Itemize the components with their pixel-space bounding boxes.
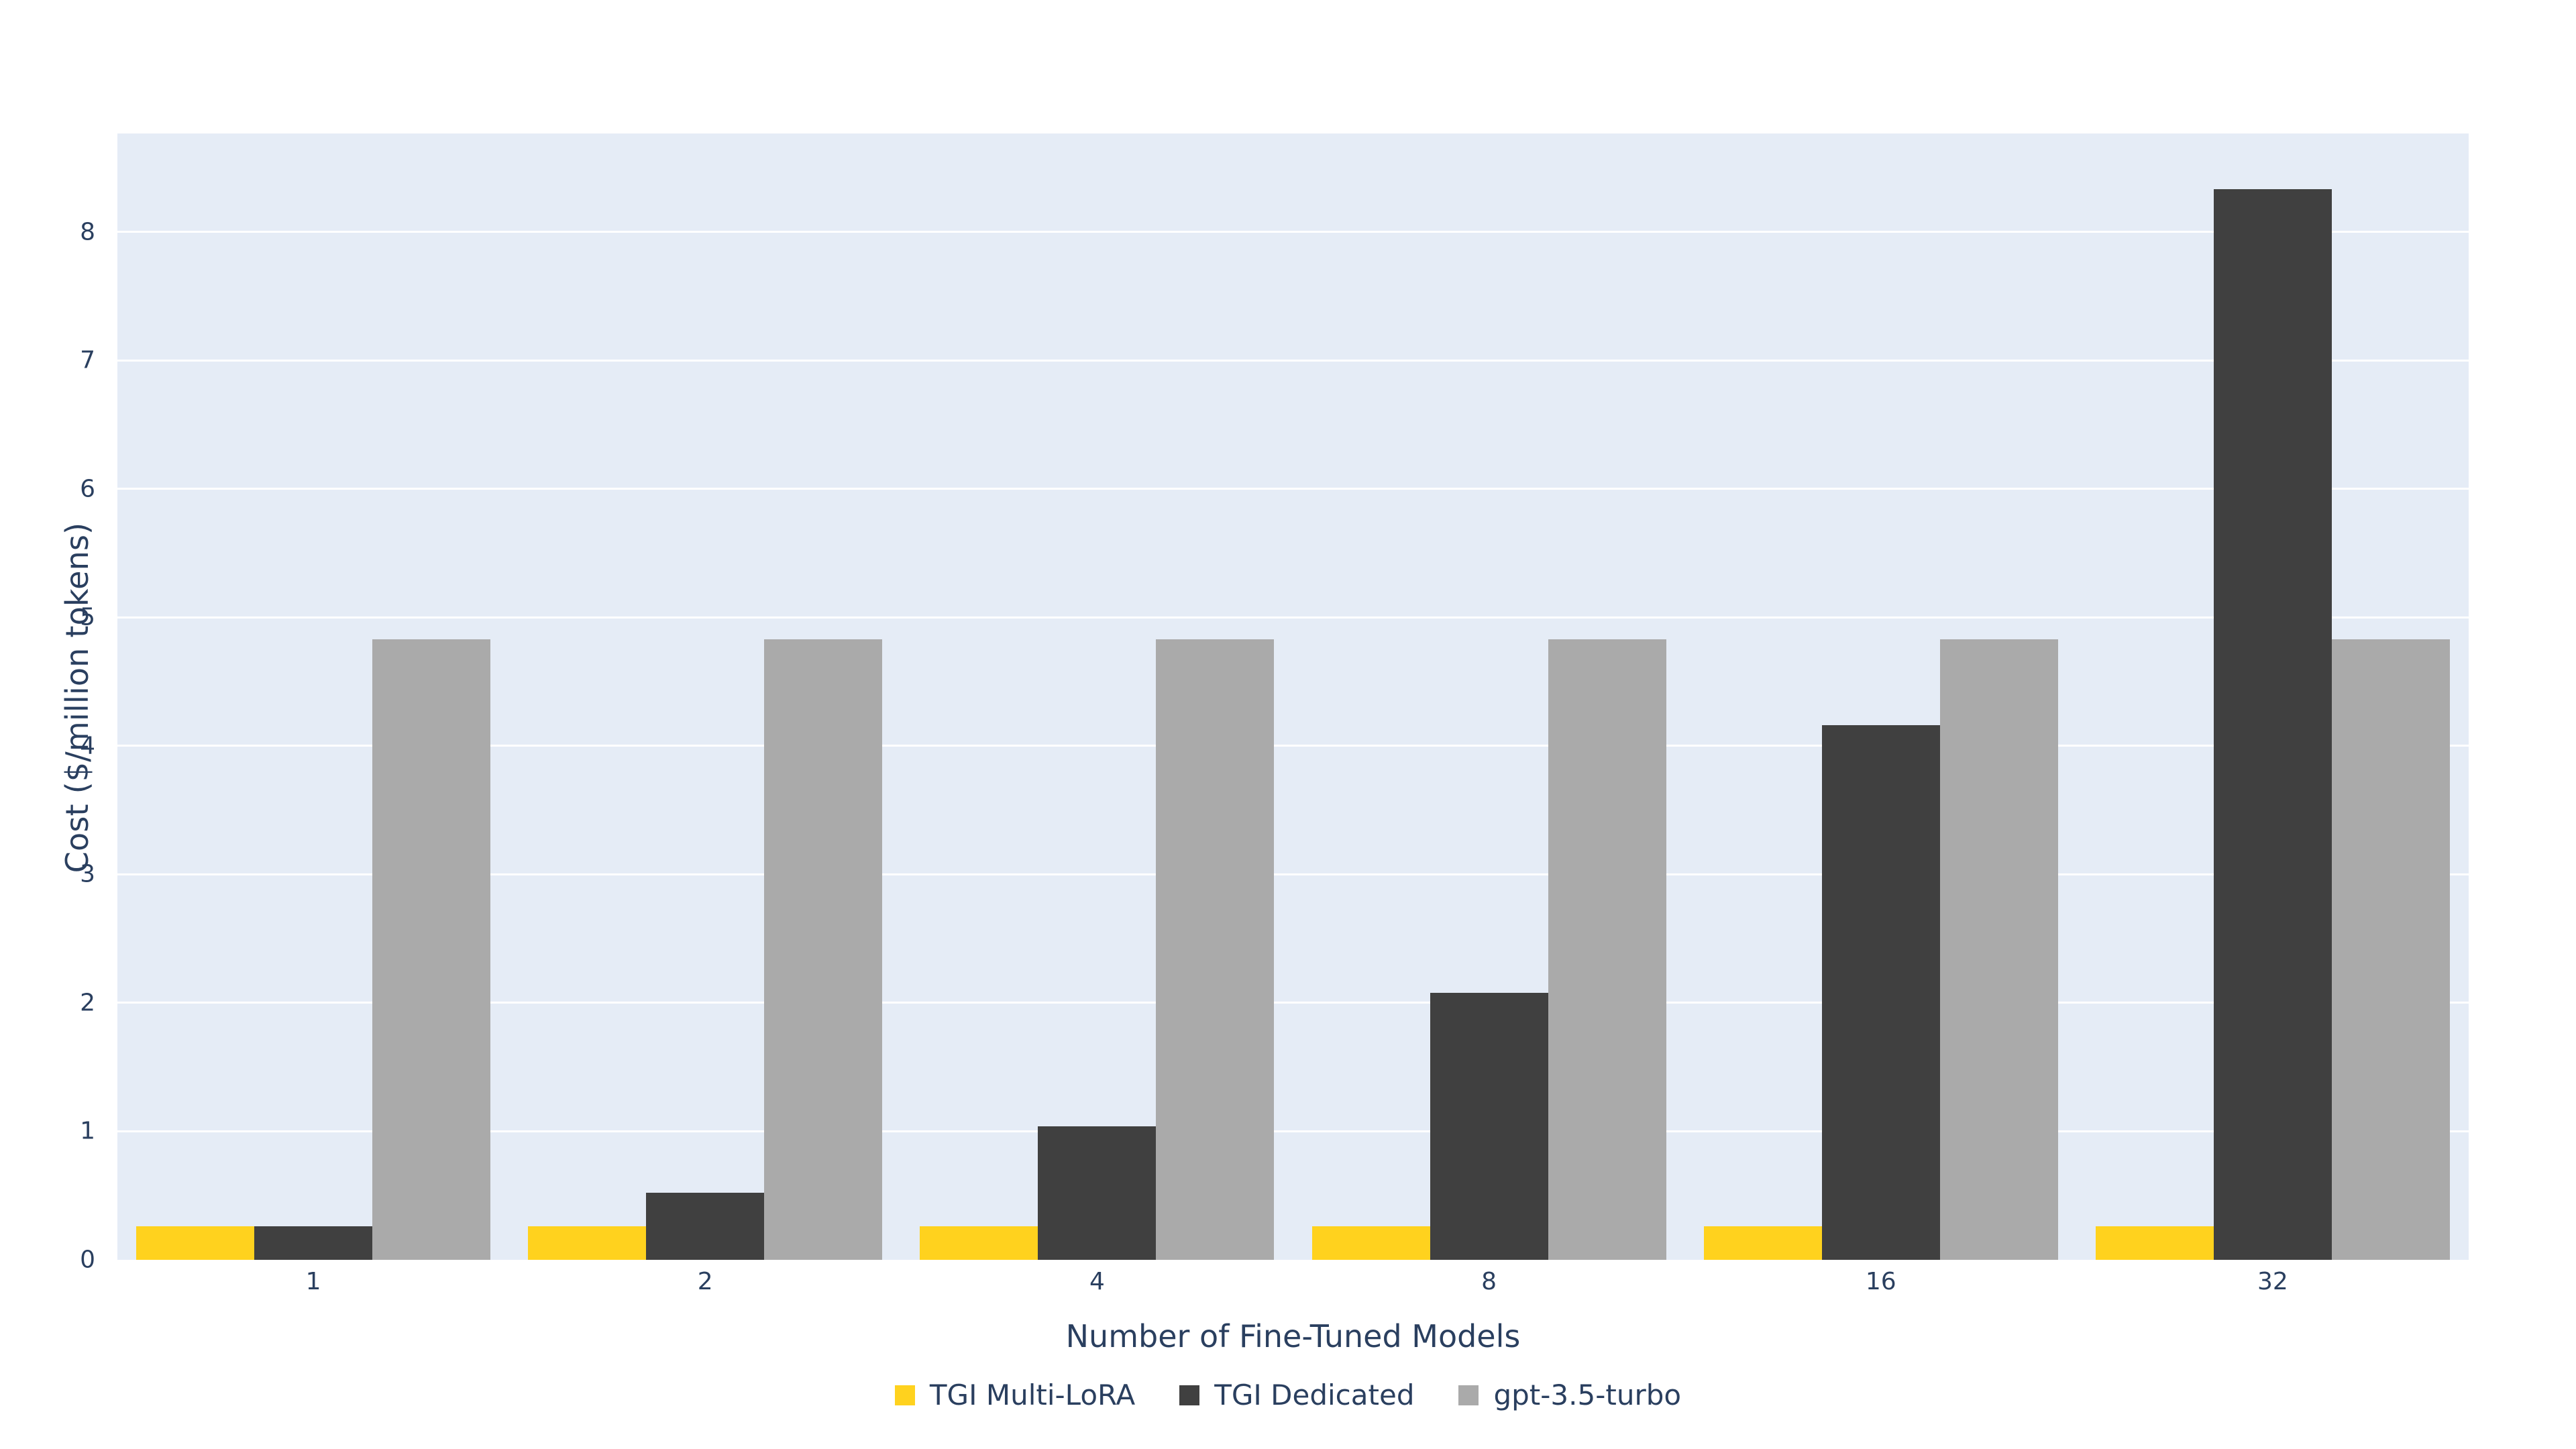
y-tick-label: 5 (80, 603, 95, 631)
x-tick-label: 1 (305, 1268, 321, 1295)
bar-group (117, 133, 509, 1260)
gridline (117, 488, 2469, 490)
legend-item[interactable]: TGI Dedicated (1179, 1379, 1414, 1411)
bar[interactable] (646, 1193, 765, 1260)
gridline (117, 745, 2469, 747)
bar[interactable] (2095, 1226, 2214, 1260)
y-tick-label: 0 (80, 1246, 95, 1274)
x-tick-label: 16 (1865, 1268, 1896, 1295)
bar[interactable] (136, 1226, 255, 1260)
gridline (117, 873, 2469, 875)
y-tick-label: 2 (80, 989, 95, 1017)
bar[interactable] (1430, 992, 1548, 1260)
y-tick-label: 7 (80, 346, 95, 374)
plot-area (117, 133, 2469, 1260)
bar-group (901, 133, 1293, 1260)
x-tick-label: 8 (1481, 1268, 1497, 1295)
bar-group (509, 133, 901, 1260)
bar[interactable] (764, 639, 883, 1260)
gridline (117, 1130, 2469, 1132)
legend-swatch-icon (1458, 1385, 1479, 1405)
chart-legend: TGI Multi-LoRA TGI Dedicated gpt-3.5-turbo (0, 1379, 2576, 1411)
bar-group (1685, 133, 2077, 1260)
legend-label: TGI Multi-LoRA (929, 1379, 1136, 1411)
legend-label: gpt-3.5-turbo (1493, 1379, 1682, 1411)
y-tick-label: 4 (80, 732, 95, 760)
bar-series-layer (117, 133, 2469, 1260)
bar[interactable] (1156, 639, 1275, 1260)
gridline (117, 616, 2469, 619)
bar[interactable] (528, 1226, 647, 1260)
bar[interactable] (1311, 1226, 1430, 1260)
legend-item[interactable]: gpt-3.5-turbo (1458, 1379, 1681, 1411)
gridline (117, 231, 2469, 233)
legend-item[interactable]: TGI Multi-LoRA (894, 1379, 1136, 1411)
x-tick-label: 4 (1089, 1268, 1105, 1295)
bar[interactable] (1038, 1126, 1157, 1260)
y-tick-label: 6 (80, 475, 95, 503)
gridline (117, 1002, 2469, 1004)
x-axis-ticks: 1 2 4 8 16 32 (117, 1268, 2469, 1315)
bar[interactable] (1703, 1226, 1822, 1260)
bar[interactable] (2331, 639, 2450, 1260)
y-axis-ticks: 0 1 2 3 4 5 6 7 8 (0, 0, 117, 1449)
legend-label: TGI Dedicated (1214, 1379, 1415, 1411)
bar[interactable] (920, 1226, 1038, 1260)
bar[interactable] (2213, 189, 2332, 1260)
x-tick-label: 2 (697, 1268, 713, 1295)
bar[interactable] (1821, 725, 1940, 1260)
bar[interactable] (372, 639, 491, 1260)
legend-swatch-icon (1179, 1385, 1200, 1405)
bar[interactable] (1939, 639, 2058, 1260)
x-tick-label: 32 (2257, 1268, 2288, 1295)
legend-swatch-icon (894, 1385, 915, 1405)
y-tick-label: 3 (80, 860, 95, 888)
x-axis-title: Number of Fine-Tuned Models (1065, 1318, 1521, 1354)
bar-group (2077, 133, 2469, 1260)
y-tick-label: 1 (80, 1117, 95, 1145)
bar-group (1293, 133, 1685, 1260)
bar[interactable] (254, 1226, 373, 1260)
gridline (117, 359, 2469, 362)
y-tick-label: 8 (80, 218, 95, 246)
bar[interactable] (1548, 639, 1666, 1260)
